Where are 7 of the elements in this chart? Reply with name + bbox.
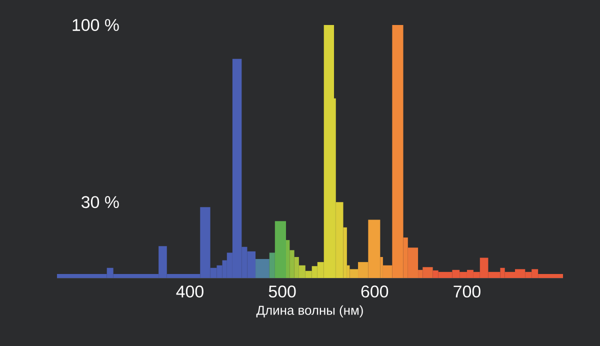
y-tick-label: 100 % — [72, 19, 119, 31]
x-tick-label: 600 — [361, 286, 388, 298]
x-axis-title: Длина волны (нм) — [256, 305, 363, 318]
x-tick-label: 400 — [176, 286, 204, 298]
x-tick-label: 500 — [268, 286, 296, 298]
y-tick-label: 30 % — [82, 196, 119, 208]
x-tick-label: 700 — [454, 286, 480, 298]
